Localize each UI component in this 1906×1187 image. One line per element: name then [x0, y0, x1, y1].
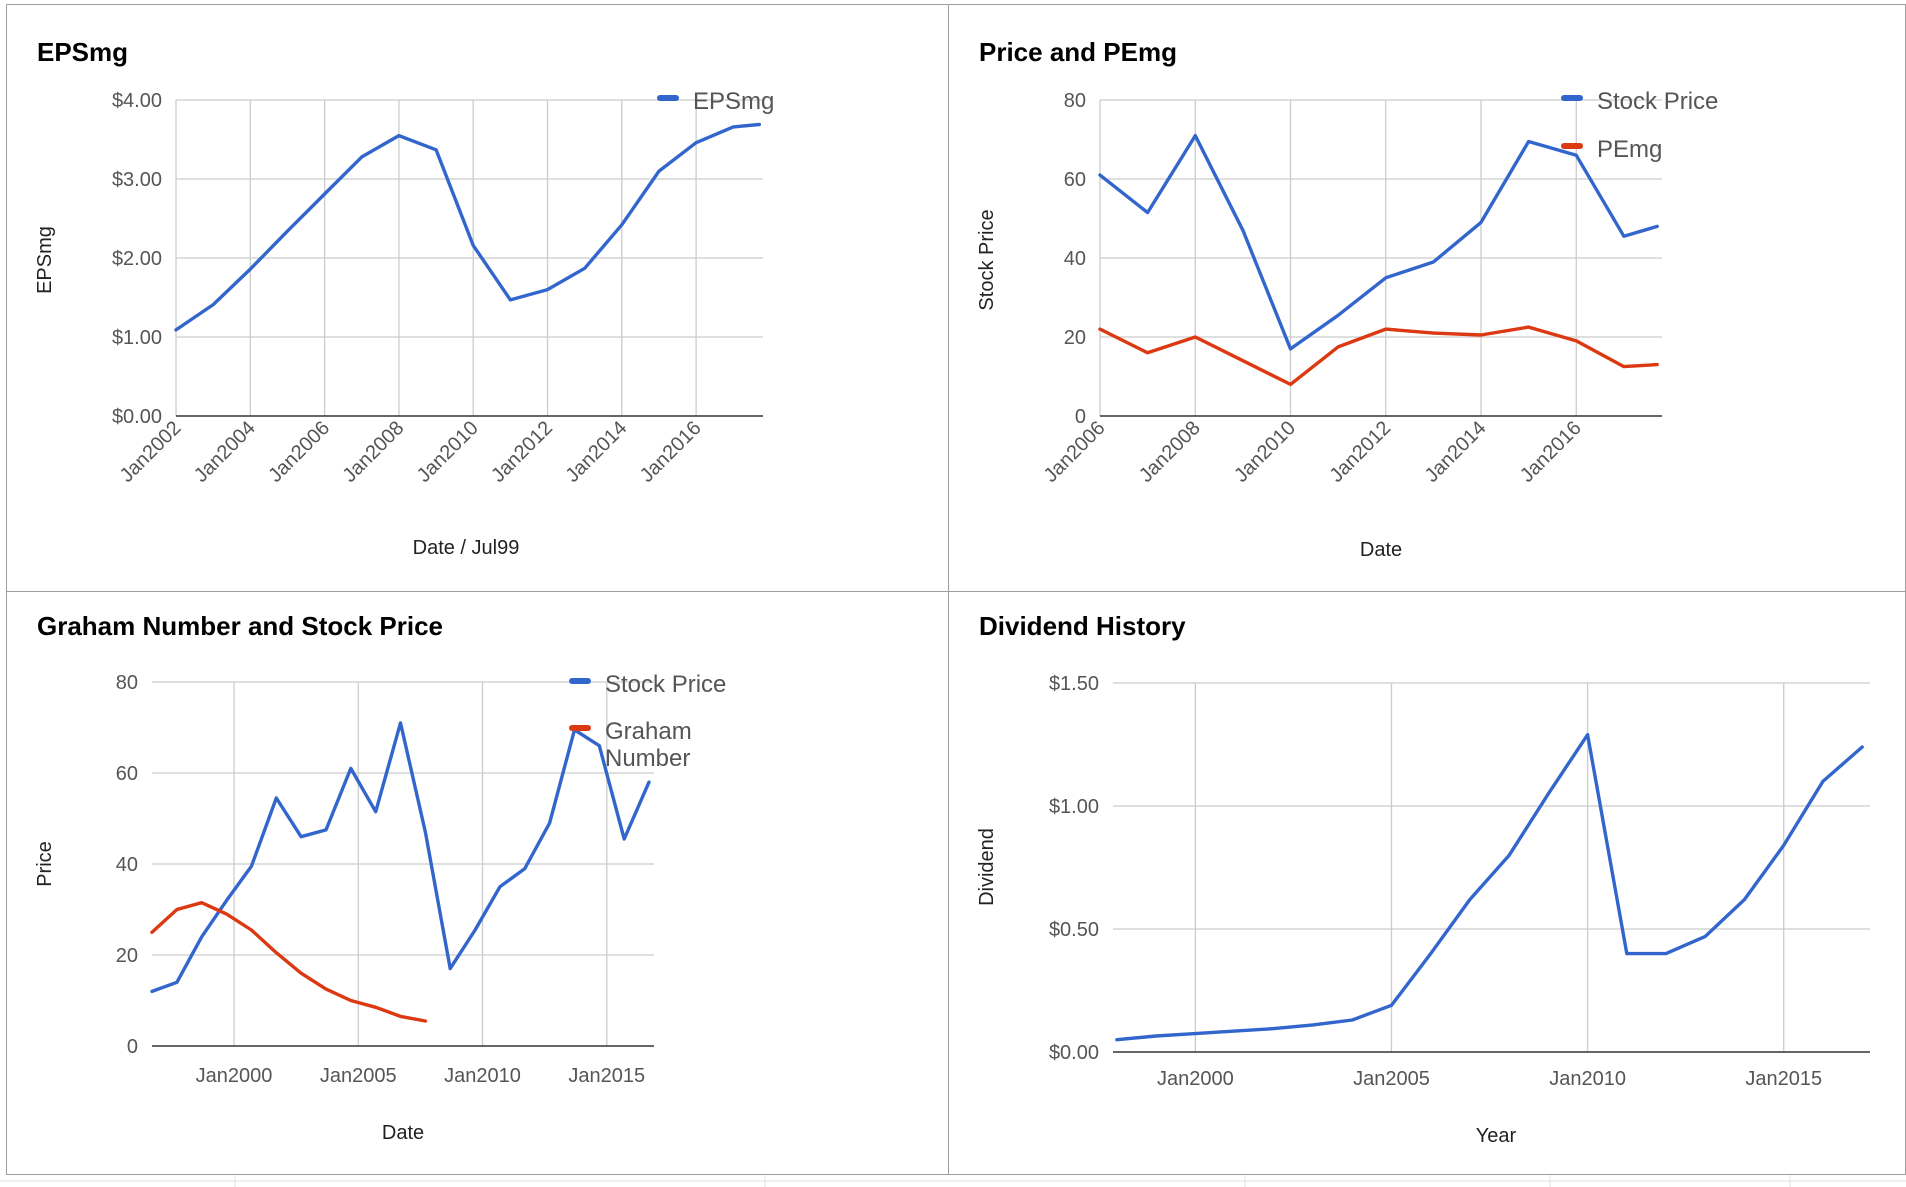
x-tick-label: Jan2005 — [320, 1065, 397, 1087]
series-line-2 — [1098, 325, 1659, 387]
x-tick-label: Jan2004 — [190, 417, 260, 487]
x-tick-label: Jan2015 — [1745, 1068, 1822, 1090]
x-tick-label: Jan2010 — [413, 417, 483, 487]
x-tick-label: Jan2014 — [562, 417, 632, 487]
x-tick-label: Jan2006 — [264, 417, 334, 487]
x-tick-label: Jan2016 — [636, 417, 706, 487]
y-axis-title: Stock Price — [976, 209, 998, 310]
chart-panel-dividend-history[interactable]: Dividend History $0.00 $0.50 $1.00 $1.50 Jan2… — [948, 591, 1906, 1175]
legend-swatch — [1561, 95, 1583, 101]
legend-swatch — [1561, 143, 1583, 149]
y-tick-label: 60 — [1064, 169, 1086, 191]
x-tick-label: Jan2008 — [1135, 417, 1205, 487]
legend-label[interactable]: Stock Price — [605, 671, 726, 698]
legend-swatch — [569, 725, 591, 731]
legend-label[interactable]: Stock Price — [1597, 88, 1718, 115]
x-tick-label: Jan2010 — [1549, 1068, 1626, 1090]
y-tick-label: $1.50 — [1049, 673, 1099, 695]
y-tick-label: 20 — [1064, 327, 1086, 349]
chart-panel-price-and-pemg[interactable]: Price and PEmg 0 20 40 60 80 Jan2006 Jan2008 Jan… — [948, 4, 1906, 592]
y-tick-label: 0 — [1075, 406, 1086, 428]
y-tick-label: $0.50 — [1049, 919, 1099, 941]
chart-title: Price and PEmg — [979, 37, 1177, 67]
x-tick-label: Jan2005 — [1353, 1068, 1430, 1090]
legend-label[interactable]: PEmg — [1597, 136, 1662, 163]
legend-label[interactable]: EPSmg — [693, 88, 774, 115]
legend-swatch — [569, 678, 591, 684]
x-tick-label: Jan2015 — [568, 1065, 645, 1087]
chart-svg: Graham Number and Stock Price 0 20 40 60 80 Ja… — [34, 611, 726, 1144]
y-tick-label: 0 — [127, 1036, 138, 1058]
series-line-1 — [1115, 732, 1864, 1042]
series-line-1 — [174, 122, 761, 332]
y-axis-title: Dividend — [976, 828, 998, 906]
y-tick-label: $4.00 — [112, 90, 162, 112]
x-axis-title: Year — [1476, 1125, 1517, 1147]
x-tick-label: Jan2010 — [444, 1065, 521, 1087]
y-tick-label: 40 — [1064, 248, 1086, 270]
y-tick-label: 60 — [116, 763, 138, 785]
x-tick-label: Jan2014 — [1421, 417, 1491, 487]
y-tick-label: $2.00 — [112, 248, 162, 270]
chart-title: Graham Number and Stock Price — [37, 611, 443, 641]
chart-title: Dividend History — [979, 611, 1186, 641]
y-tick-label: 80 — [1064, 90, 1086, 112]
y-tick-label: $0.00 — [1049, 1042, 1099, 1064]
x-axis-title: Date / Jul99 — [413, 537, 520, 559]
y-tick-label: $3.00 — [112, 169, 162, 191]
x-tick-label: Jan2012 — [487, 417, 557, 487]
y-tick-label: 80 — [116, 672, 138, 694]
y-axis-title: Price — [34, 841, 56, 887]
y-tick-label: $0.00 — [112, 406, 162, 428]
y-axis-title: EPSmg — [34, 226, 56, 294]
chart-panel-graham-number[interactable]: Graham Number and Stock Price 0 20 40 60 80 Ja… — [6, 591, 949, 1175]
x-axis-title: Date — [382, 1122, 424, 1144]
x-tick-label: Jan2016 — [1516, 417, 1586, 487]
legend-swatch — [657, 95, 679, 101]
series-line-2 — [150, 901, 428, 1023]
chart-svg: Dividend History $0.00 $0.50 $1.00 $1.50 Jan2… — [976, 611, 1870, 1147]
y-tick-label: 20 — [116, 945, 138, 967]
legend-label[interactable]: Graham Number — [605, 718, 692, 772]
x-tick-label: Jan2000 — [1157, 1068, 1234, 1090]
y-tick-label: $1.00 — [1049, 796, 1099, 818]
x-tick-label: Jan2008 — [339, 417, 409, 487]
chart-title: EPSmg — [37, 37, 128, 67]
x-tick-label: Jan2010 — [1230, 417, 1300, 487]
series-line-1 — [150, 721, 651, 994]
x-axis-title: Date — [1360, 539, 1402, 561]
x-tick-label: Jan2000 — [196, 1065, 273, 1087]
x-tick-label: Jan2012 — [1325, 417, 1395, 487]
y-tick-label: 40 — [116, 854, 138, 876]
y-tick-label: $1.00 — [112, 327, 162, 349]
series-line-1 — [1098, 133, 1659, 351]
chart-panel-epsmg[interactable]: EPSmg $0.00 $1.00 $2.00 $3.00 $4.00 Jan2002 Jan… — [6, 4, 949, 592]
